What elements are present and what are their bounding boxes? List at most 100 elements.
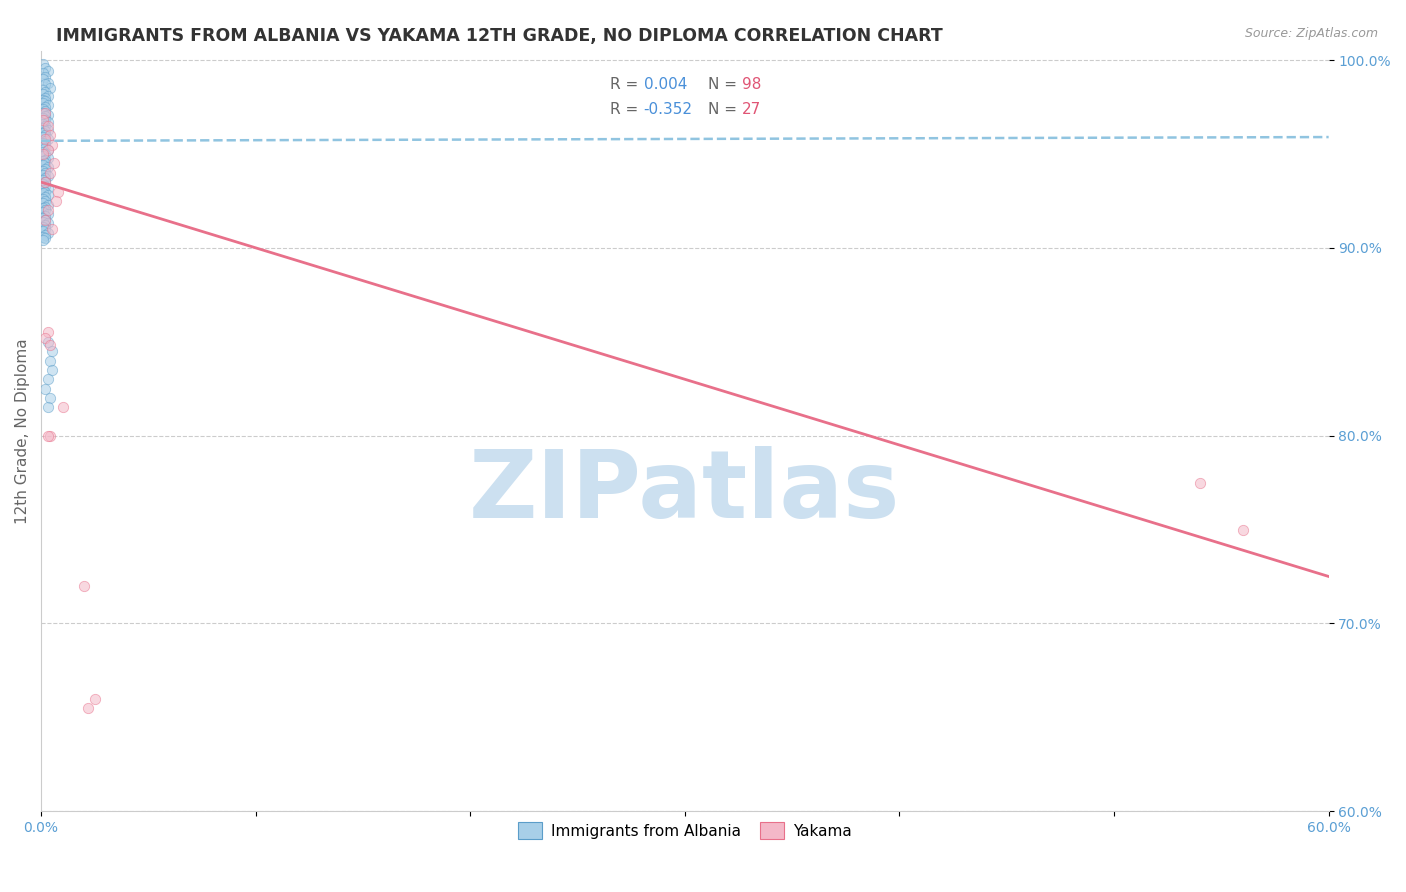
Point <box>34 134 56 148</box>
Point <box>34 194 56 208</box>
Point <box>34 175 56 189</box>
Point <box>38 391 60 405</box>
Point <box>34 212 56 227</box>
Point <box>34 119 56 133</box>
Legend: Immigrants from Albania, Yakama: Immigrants from Albania, Yakama <box>512 815 858 846</box>
Point <box>37 160 59 174</box>
Point <box>41 137 63 152</box>
Point <box>38 338 60 352</box>
Point <box>32 168 55 182</box>
Point <box>37 180 59 194</box>
Point <box>38 166 60 180</box>
Point <box>34 90 56 104</box>
Text: 0.004: 0.004 <box>644 78 688 93</box>
Point <box>32 147 55 161</box>
Point <box>37 207 59 221</box>
Point <box>34 113 56 128</box>
Point <box>34 185 56 199</box>
Point <box>32 177 55 191</box>
Point <box>32 93 55 107</box>
Point <box>34 156 56 170</box>
Point <box>32 183 55 197</box>
Point <box>34 161 56 176</box>
Point <box>34 219 56 233</box>
Point <box>34 105 56 120</box>
Point <box>32 220 55 235</box>
Point <box>37 326 59 340</box>
Point <box>37 169 59 184</box>
Point <box>34 100 56 114</box>
Point <box>32 186 55 201</box>
Text: IMMIGRANTS FROM ALBANIA VS YAKAMA 12TH GRADE, NO DIPLOMA CORRELATION CHART: IMMIGRANTS FROM ALBANIA VS YAKAMA 12TH G… <box>56 27 943 45</box>
Point <box>34 70 56 84</box>
Point <box>32 102 55 116</box>
Point <box>38 81 60 95</box>
Point <box>38 353 60 368</box>
Point <box>34 209 56 223</box>
Y-axis label: 12th Grade, No Diploma: 12th Grade, No Diploma <box>15 338 30 524</box>
Point <box>37 226 59 240</box>
Point <box>32 229 55 244</box>
Point <box>37 334 59 349</box>
Text: N =: N = <box>709 103 742 118</box>
Point <box>34 109 56 123</box>
Point <box>32 158 55 172</box>
Point <box>34 166 56 180</box>
Point <box>34 128 56 143</box>
Point <box>34 124 56 138</box>
Point <box>34 103 56 118</box>
Point <box>37 216 59 230</box>
Point <box>32 113 55 128</box>
Point <box>32 83 55 97</box>
Point <box>41 363 63 377</box>
Point <box>73 579 96 593</box>
Point <box>32 130 55 145</box>
Point <box>32 205 55 219</box>
Point <box>32 192 55 206</box>
Point <box>34 212 56 227</box>
Point <box>34 175 56 189</box>
Point <box>32 149 55 163</box>
Point <box>34 382 56 396</box>
Point <box>34 231 56 245</box>
Point <box>37 401 59 415</box>
Point <box>34 95 56 109</box>
Point <box>34 178 56 193</box>
Point <box>34 153 56 167</box>
Point <box>32 71 55 86</box>
Point <box>41 344 63 359</box>
Point <box>32 224 55 238</box>
Point <box>37 428 59 442</box>
Text: -0.352: -0.352 <box>644 103 693 118</box>
Point <box>37 98 59 112</box>
Point <box>32 117 55 131</box>
Text: R =: R = <box>610 103 644 118</box>
Point <box>34 171 56 186</box>
Point <box>37 88 59 103</box>
Text: 27: 27 <box>741 103 761 118</box>
Point <box>32 87 55 101</box>
Point <box>37 122 59 136</box>
Point <box>42 156 65 170</box>
Point <box>37 143 59 157</box>
Text: ZIPatlas: ZIPatlas <box>470 446 901 538</box>
Point <box>32 154 55 169</box>
Point <box>32 57 55 71</box>
Point <box>34 132 56 146</box>
Point <box>34 227 56 242</box>
Point <box>1188 475 1211 490</box>
Point <box>32 214 55 228</box>
Point <box>77 701 100 715</box>
Point <box>32 164 55 178</box>
Point <box>38 128 60 143</box>
Point <box>37 188 59 202</box>
Point <box>32 202 55 216</box>
Point <box>34 190 56 204</box>
Point <box>41 222 63 236</box>
Point <box>32 145 55 159</box>
Point <box>34 78 56 92</box>
Text: 98: 98 <box>741 78 761 93</box>
Point <box>32 195 55 210</box>
Point <box>34 200 56 214</box>
Point <box>34 331 56 345</box>
